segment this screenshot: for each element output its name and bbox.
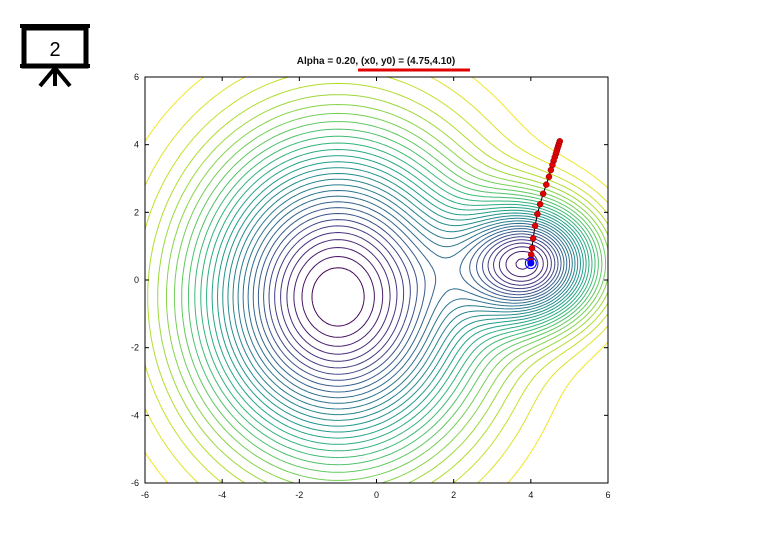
presentation-board-icon: 2 (20, 20, 92, 90)
path-point (536, 200, 544, 208)
contour-line (263, 213, 559, 381)
contour-line (257, 207, 562, 387)
contour-line (274, 225, 552, 369)
contour-line (242, 190, 571, 404)
contour-group (144, 76, 609, 484)
end-point-ring (524, 257, 537, 270)
contour-line (187, 128, 599, 466)
contour-line (217, 161, 584, 433)
descent-path (524, 138, 564, 270)
contour-line (211, 155, 587, 439)
board-stand-left (38, 66, 57, 88)
contour-line (280, 232, 549, 362)
slide-number: 2 (49, 39, 60, 61)
y-axis: 6 4 2 0 -2 -4 -6 (131, 72, 608, 488)
contour-line (200, 142, 593, 452)
contour-line (227, 173, 579, 421)
contour-line (181, 121, 603, 473)
x-tick-label: 2 (451, 490, 456, 500)
contour-line (268, 219, 556, 375)
y-tick-label: 6 (134, 72, 139, 82)
y-tick-label: 2 (134, 207, 139, 217)
contour-line (247, 195, 568, 399)
path-point (529, 235, 537, 242)
x-tick-label: 4 (528, 490, 533, 500)
path-point (528, 244, 536, 252)
contour-line (286, 239, 544, 355)
end-point (527, 259, 535, 267)
path-point (545, 173, 553, 181)
x-tick-label: -6 (141, 490, 149, 500)
path-point (543, 181, 550, 188)
board-stand-right (53, 66, 72, 88)
contour-line (301, 256, 530, 338)
y-tick-label: 4 (134, 140, 139, 150)
x-tick-label: 0 (374, 490, 379, 500)
contour-line (293, 247, 539, 347)
contour-line (157, 94, 609, 484)
contour-line (194, 135, 596, 459)
path-point (539, 190, 547, 197)
contour-line (166, 104, 609, 484)
chart-title: Alpha = 0.20, (x0, y0) = (4.75,4.10) (297, 56, 455, 67)
path-point (531, 222, 539, 230)
contour-line (144, 76, 609, 484)
x-axis: -6 -4 -2 0 2 4 6 (141, 77, 611, 500)
contour-line (206, 149, 590, 445)
x-tick-label: -2 (295, 490, 303, 500)
path-point (534, 210, 541, 218)
contour-line (144, 76, 609, 484)
contour-line (311, 267, 365, 327)
x-tick-label: -4 (218, 490, 226, 500)
y-tick-label: -4 (131, 410, 139, 420)
contour-line (173, 112, 607, 481)
path-point (547, 166, 555, 174)
contour-line (147, 82, 609, 484)
contour-line (144, 76, 609, 484)
y-tick-label: -6 (131, 478, 139, 488)
y-tick-label: 0 (134, 275, 139, 285)
x-tick-label: 6 (605, 490, 610, 500)
y-tick-label: -2 (131, 343, 139, 353)
contour-line (222, 167, 581, 427)
contour-line (232, 178, 576, 416)
contour-line (252, 201, 565, 393)
contour-line (237, 184, 573, 410)
